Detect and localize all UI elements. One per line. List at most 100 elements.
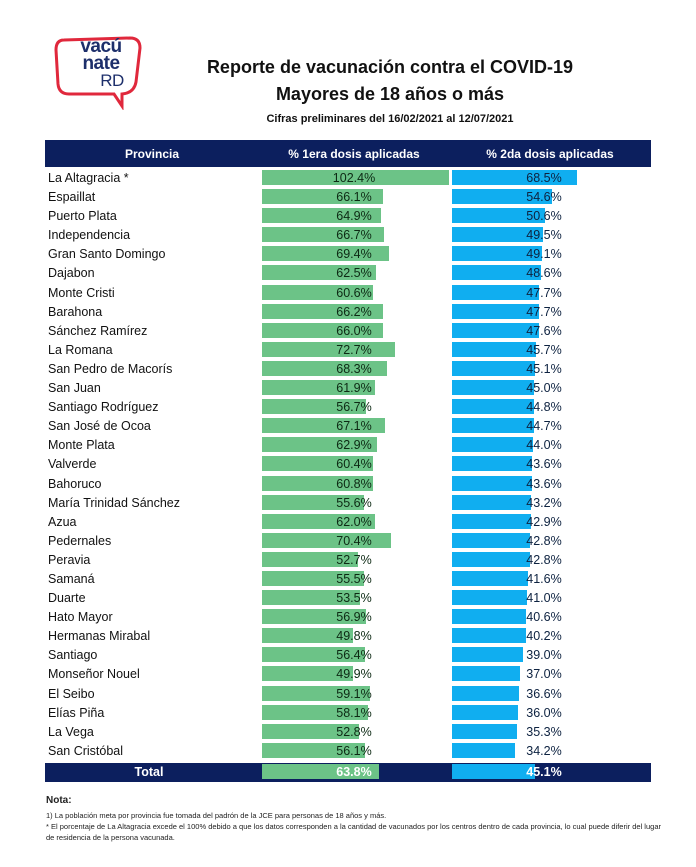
first-dose-value: 56.4% (336, 648, 372, 663)
table-row: San Pedro de Macorís 68.3% 45.1% (45, 360, 651, 379)
province-name: María Trinidad Sánchez (48, 495, 181, 510)
table-row: Peravia 52.7% 42.8% (45, 551, 651, 570)
total-first-dose-bar (262, 764, 379, 779)
province-name: Bahoruco (48, 476, 102, 491)
first-dose-value: 49.9% (336, 667, 372, 682)
second-dose-bar (452, 246, 542, 262)
total-first-dose-value: 63.8% (336, 765, 372, 779)
table-row: Santiago Rodríguez 56.7% 44.8% (45, 398, 651, 417)
table-row: María Trinidad Sánchez 55.6% 43.2% (45, 494, 651, 513)
first-dose-value: 55.5% (336, 571, 372, 586)
second-dose-bar (452, 647, 524, 663)
first-dose-bar (262, 609, 367, 625)
second-dose-value: 39.0% (526, 648, 562, 663)
table-row: Puerto Plata 64.9% 50.6% (45, 207, 651, 226)
first-dose-value: 66.7% (336, 228, 372, 243)
province-name: Sánchez Ramírez (48, 323, 148, 338)
first-dose-value: 69.4% (336, 247, 372, 262)
first-dose-bar (262, 685, 371, 701)
second-dose-bar (452, 513, 531, 529)
first-dose-bar (262, 418, 385, 434)
province-name: Peravia (48, 552, 91, 567)
province-name: Puerto Plata (48, 209, 117, 224)
table-row: Monte Plata 62.9% 44.0% (45, 436, 651, 455)
table-row: Valverde 60.4% 43.6% (45, 455, 651, 474)
vacunate-rd-logo: vacú nate RD (52, 34, 142, 110)
first-dose-value: 60.4% (336, 457, 372, 472)
second-dose-bar (452, 170, 578, 185)
province-name: Samaná (48, 571, 95, 586)
first-dose-value: 56.1% (336, 743, 372, 758)
province-name: Barahona (48, 304, 103, 319)
first-dose-value: 62.9% (336, 438, 372, 453)
first-dose-bar (262, 322, 383, 338)
province-name: Azua (48, 514, 77, 529)
table-row: Elías Piña 58.1% 36.0% (45, 704, 651, 723)
province-name: San Pedro de Macorís (48, 361, 173, 376)
province-name: El Seibo (48, 686, 95, 701)
second-dose-bar (452, 685, 519, 701)
table-row: Dajabon 62.5% 48.6% (45, 264, 651, 283)
first-dose-value: 52.7% (336, 552, 372, 567)
table-row: Gran Santo Domingo 69.4% 49.1% (45, 245, 651, 264)
first-dose-value: 68.3% (336, 361, 372, 376)
table-row: Monseñor Nouel 49.9% 37.0% (45, 665, 651, 684)
second-dose-bar (452, 437, 533, 453)
first-dose-bar (262, 456, 373, 472)
first-dose-value: 64.9% (336, 209, 372, 224)
first-dose-value: 66.1% (336, 190, 372, 205)
first-dose-bar (262, 647, 366, 663)
table-row: Espaillat 66.1% 54.6% (45, 188, 651, 207)
first-dose-bar (262, 170, 450, 185)
report-period: Cifras preliminares del 16/02/2021 al 12… (266, 113, 514, 125)
second-dose-value: 36.0% (526, 705, 562, 720)
first-dose-bar (262, 570, 364, 586)
second-dose-value: 35.3% (526, 724, 562, 739)
second-dose-value: 34.2% (526, 743, 562, 758)
first-dose-bar (262, 399, 366, 415)
first-dose-bar (262, 551, 359, 567)
logo-line-2: nate (82, 53, 120, 74)
province-name: Santiago Rodríguez (48, 400, 159, 415)
column-header-second-dose: % 2da dosis aplicadas (486, 147, 614, 161)
province-name: Monseñor Nouel (48, 667, 140, 682)
first-dose-bar (262, 284, 373, 300)
second-dose-value: 43.6% (526, 457, 562, 472)
second-dose-value: 43.2% (526, 495, 562, 510)
table-row: Hato Mayor 56.9% 40.6% (45, 608, 651, 627)
second-dose-bar (452, 570, 529, 586)
first-dose-value: 66.0% (336, 323, 372, 338)
second-dose-value: 49.5% (526, 228, 562, 243)
first-dose-value: 62.5% (336, 266, 372, 281)
second-dose-bar (452, 666, 520, 682)
first-dose-value: 55.6% (336, 495, 372, 510)
second-dose-value: 42.8% (526, 552, 562, 567)
second-dose-bar (452, 551, 531, 567)
second-dose-bar (452, 494, 532, 510)
table-row: La Vega 52.8% 35.3% (45, 723, 651, 742)
province-name: San Cristóbal (48, 743, 124, 758)
total-second-dose-value: 45.1% (526, 765, 562, 779)
table-row: Duarte 53.5% 41.0% (45, 589, 651, 608)
province-name: Pedernales (48, 533, 112, 548)
first-dose-value: 66.2% (336, 304, 372, 319)
table-row: Santiago 56.4% 39.0% (45, 646, 651, 665)
first-dose-bar (262, 494, 364, 510)
total-second-dose-bar (452, 764, 535, 779)
table-body: La Altagracia * 102.4% 68.5% Espaillat 66.1%… (45, 169, 651, 761)
table-row: Hermanas Mirabal 49.8% 40.2% (45, 627, 651, 646)
table-row: Independencia 66.7% 49.5% (45, 226, 651, 245)
second-dose-value: 44.7% (526, 419, 562, 434)
province-name: Espaillat (48, 190, 96, 205)
second-dose-bar (452, 265, 541, 281)
second-dose-bar (452, 360, 535, 376)
second-dose-bar (452, 208, 545, 224)
province-name: Duarte (48, 591, 86, 606)
second-dose-value: 47.7% (526, 285, 562, 300)
second-dose-value: 43.6% (526, 476, 562, 491)
second-dose-bar (452, 322, 540, 338)
total-row: Total 63.8% 45.1% (45, 763, 651, 782)
table-row: La Altagracia * 102.4% 68.5% (45, 169, 651, 188)
first-dose-value: 62.0% (336, 514, 372, 529)
second-dose-value: 41.0% (526, 591, 562, 606)
